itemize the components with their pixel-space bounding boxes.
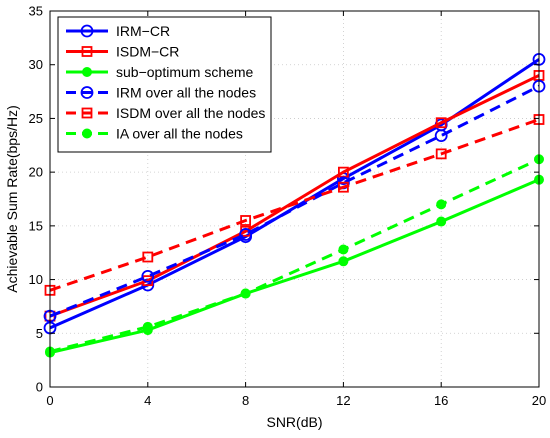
legend-box — [57, 16, 272, 153]
x-axis-label: SNR(dB) — [266, 414, 322, 430]
x-tick-label: 20 — [532, 393, 546, 408]
legend-label: IA over all the nodes — [116, 126, 243, 142]
data-point — [436, 199, 447, 210]
legend-marker — [82, 67, 92, 77]
x-tick-label: 16 — [434, 393, 448, 408]
data-point — [240, 215, 252, 226]
legend-entry: IRM−CR — [66, 23, 170, 39]
legend-marker — [80, 24, 94, 38]
axis-ticks: 0 4 8 12 16 20 0 5 10 15 20 25 30 35 — [29, 4, 547, 409]
legend-label: ISDM over all the nodes — [116, 105, 265, 121]
legend-marker — [81, 46, 93, 57]
y-tick-label: 5 — [36, 326, 43, 341]
data-point — [435, 117, 447, 129]
legend-entry: IRM over all the nodes — [66, 85, 256, 101]
data-point — [434, 129, 448, 143]
series-line — [49, 118, 540, 292]
data-point — [141, 269, 155, 283]
legend-marker — [81, 107, 93, 119]
legend-entry: sub−optimum scheme — [66, 64, 254, 80]
data-point — [142, 251, 154, 263]
y-tick-label: 35 — [29, 4, 43, 19]
y-axis-label: Achievable Sum Rate(bps/Hz) — [4, 105, 20, 293]
data-point — [240, 288, 251, 299]
y-tick-label: 30 — [29, 57, 43, 72]
legend-marker — [82, 128, 92, 139]
x-tick-label: 12 — [336, 393, 350, 408]
y-tick-label: 10 — [29, 272, 43, 287]
legend-label: ISDM−CR — [116, 44, 179, 60]
y-tick-label: 25 — [29, 111, 43, 126]
data-point — [435, 148, 447, 160]
plot-frame — [49, 10, 540, 388]
legend-label: IRM over all the nodes — [116, 85, 256, 101]
x-tick-label: 4 — [144, 393, 151, 408]
x-tick-label: 8 — [242, 393, 249, 408]
data-point — [338, 244, 349, 255]
data-point — [337, 181, 349, 193]
legend-label: IRM−CR — [116, 23, 170, 39]
legend-entry: ISDM over all the nodes — [66, 105, 265, 121]
legend: IRM−CR ISDM−CR sub−optimum scheme IRM over … — [57, 16, 272, 153]
data-point — [239, 228, 253, 241]
legend-entry: ISDM−CR — [66, 44, 179, 60]
y-tick-label: 20 — [29, 165, 43, 180]
series-layer — [43, 52, 546, 358]
series-line — [49, 178, 540, 355]
y-tick-label: 0 — [36, 380, 43, 395]
y-tick-label: 15 — [29, 218, 43, 233]
x-tick-label: 0 — [46, 393, 53, 408]
data-point — [338, 256, 349, 267]
data-point — [436, 216, 447, 227]
series-line — [49, 74, 540, 318]
legend-entry: IA over all the nodes — [66, 126, 243, 142]
data-point — [142, 321, 153, 332]
legend-marker — [80, 86, 94, 99]
legend-label: sub−optimum scheme — [116, 64, 254, 80]
series-line — [49, 157, 540, 354]
